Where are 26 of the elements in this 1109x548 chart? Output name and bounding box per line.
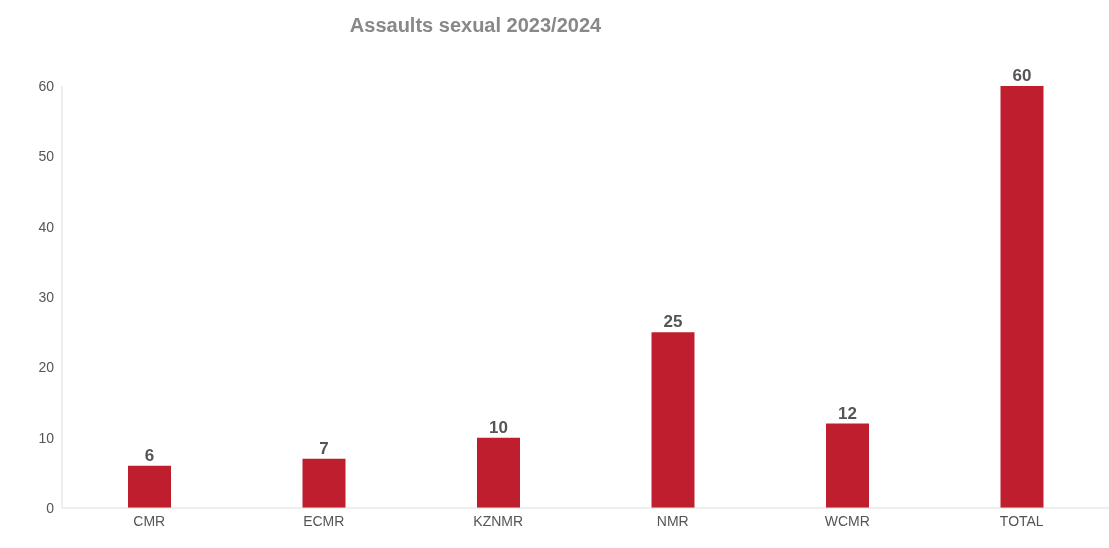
x-tick-label: NMR (656, 512, 689, 529)
data-label: 60 (1012, 66, 1032, 85)
x-tick-label: ECMR (303, 512, 345, 529)
x-tick-label: KZNMR (473, 512, 524, 529)
chart-title: Assaults sexual 2023/2024 (348, 14, 603, 37)
data-label: 7 (319, 438, 329, 458)
bar (651, 332, 695, 508)
y-tick-label: 50 (38, 148, 55, 165)
data-label: 10 (489, 417, 508, 437)
y-tick-label: 20 (38, 359, 55, 376)
data-label: 25 (663, 312, 683, 332)
bar (1000, 86, 1044, 508)
x-tick-label: WCMR (824, 512, 870, 529)
bar (302, 458, 346, 508)
x-tick-label: TOTAL (999, 512, 1044, 529)
y-tick-label: 0 (46, 499, 55, 516)
data-label: 6 (144, 445, 155, 465)
bar (128, 465, 171, 508)
y-tick-label: 60 (38, 77, 55, 94)
bar (826, 423, 869, 508)
y-tick-label: 30 (38, 288, 55, 305)
x-tick-label: CMR (133, 512, 166, 529)
bar (477, 437, 520, 508)
y-tick-label: 40 (38, 218, 55, 235)
data-label: 12 (838, 403, 857, 423)
y-tick-label: 10 (38, 429, 55, 446)
